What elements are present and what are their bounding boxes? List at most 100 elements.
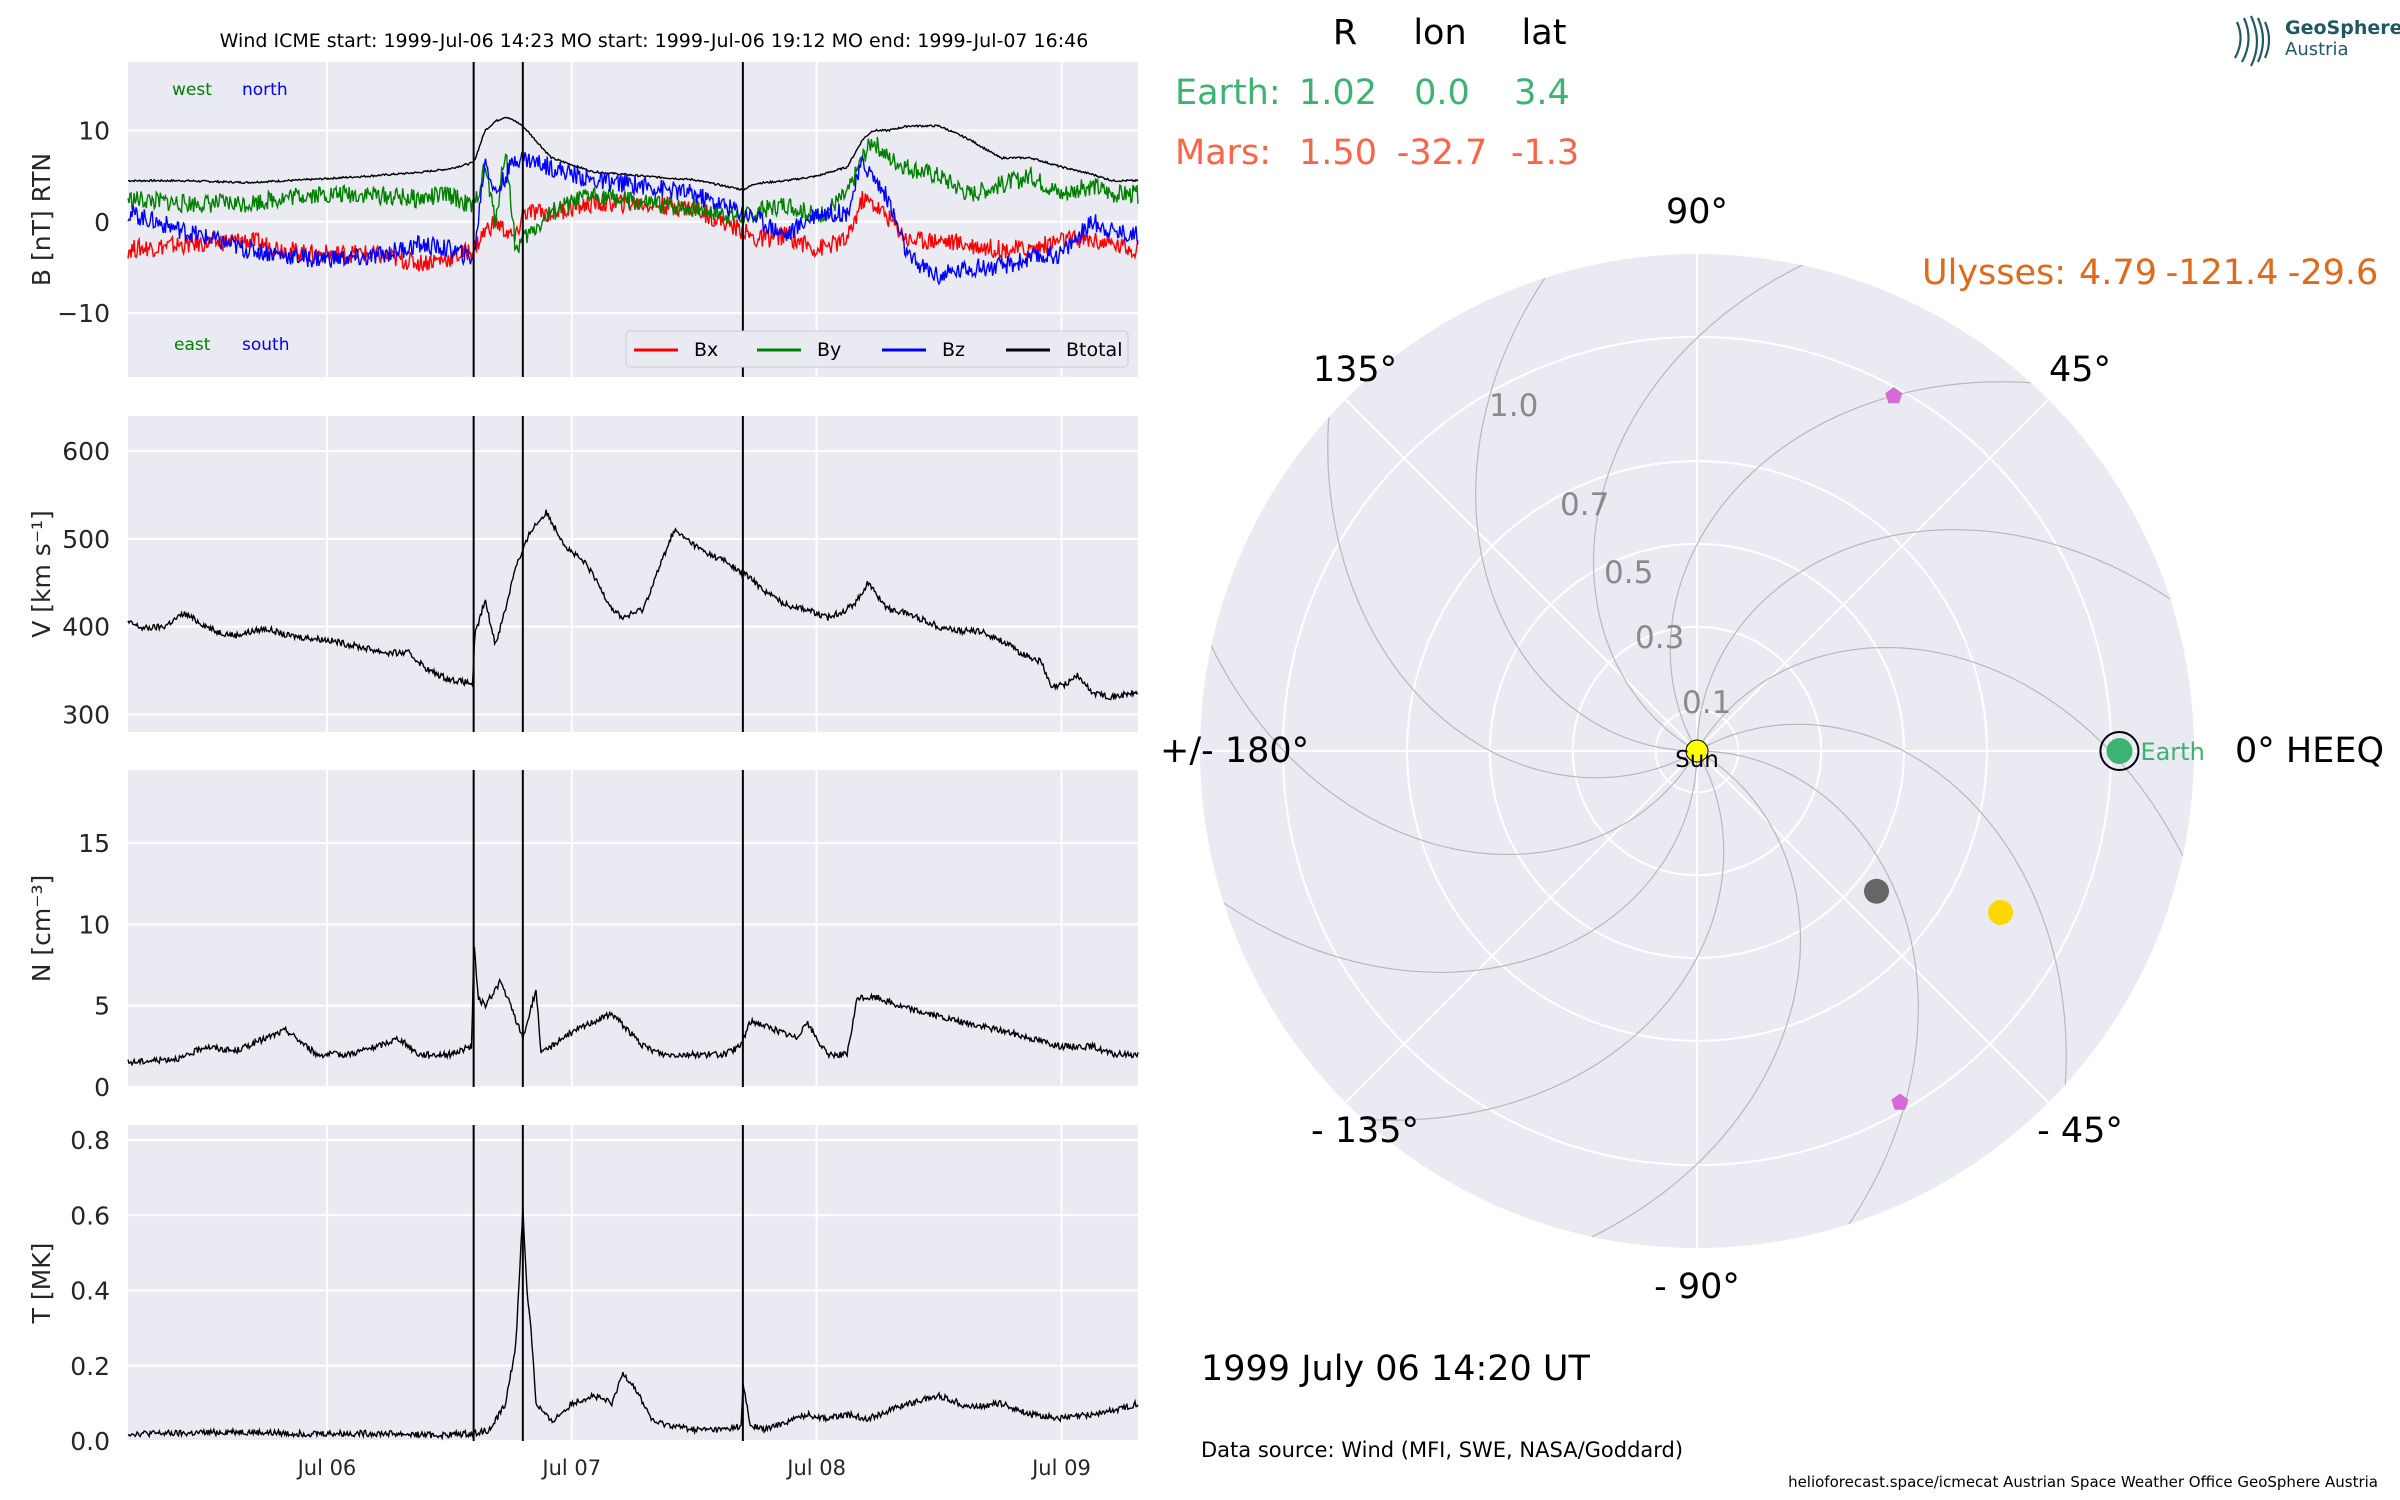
legend-label: Btotal — [1066, 339, 1122, 361]
radial-tick-label: 0.1 — [1682, 685, 1731, 721]
position-table: R lon lat Earth: 1.02 0.0 3.4 Mars: 1.50… — [1175, 13, 2378, 293]
y-tick-label: 400 — [62, 613, 110, 642]
earth-lon: 0.0 — [1414, 73, 1470, 113]
footer-credits: helioforecast.space/icmecat Austrian Spa… — [1788, 1473, 2378, 1491]
panel-background — [128, 62, 1138, 377]
series-Btotal — [127, 116, 1139, 192]
y-tick-label: 0 — [94, 208, 110, 237]
earth-marker — [2106, 738, 2133, 764]
spacecraft-marker — [1891, 1093, 1909, 1110]
y-axis-label: B [nT] RTN — [27, 153, 56, 286]
angle-label: 135° — [1313, 350, 1397, 390]
angle-label: 45° — [2049, 350, 2111, 390]
header-lon: lon — [1413, 13, 1466, 53]
angular-gridline — [1344, 750, 1698, 1104]
planet-gray-marker — [1864, 878, 1890, 904]
data-source: Data source: Wind (MFI, SWE, NASA/Goddar… — [1201, 1438, 1683, 1462]
legend-box — [625, 330, 1129, 368]
label-west: west — [172, 80, 212, 100]
y-tick-label: 15 — [78, 829, 110, 858]
panel-background — [128, 416, 1138, 732]
planet-yellow-marker — [1988, 899, 2014, 925]
legend-label: By — [817, 339, 841, 361]
x-tick-label: Jul 08 — [785, 1456, 846, 1480]
y-tick-label: 0.8 — [70, 1126, 110, 1155]
series-V — [127, 509, 1139, 701]
spiral-line — [1592, 254, 1900, 752]
radial-tick-label: 0.3 — [1635, 620, 1684, 656]
angle-label: - 45° — [2037, 1111, 2123, 1151]
header-r: R — [1333, 13, 1357, 53]
y-tick-label: 300 — [62, 700, 110, 729]
y-tick-label: 600 — [62, 437, 110, 466]
y-tick-label: 10 — [78, 910, 110, 939]
label-south: south — [242, 335, 289, 355]
parker-spirals — [1200, 254, 2194, 1248]
panel-T: 0.0 0.2 0.4 0.6 0.8 T [MK] Jul 06 Jul 07 Jul 08 J… — [27, 1125, 1139, 1480]
angular-gridline — [1696, 750, 2050, 1104]
series-Bz — [127, 151, 1139, 286]
x-tick-label: Jul 06 — [296, 1456, 357, 1480]
radial-tick-label: 0.5 — [1604, 555, 1653, 591]
spiral-line — [1200, 548, 1698, 856]
radial-tick-label: 0.7 — [1560, 487, 1609, 523]
mars-lon: -32.7 — [1397, 133, 1488, 173]
spiral-line — [1475, 254, 1698, 752]
mars-label: Mars: — [1175, 133, 1271, 173]
angle-label: +/- 180° — [1160, 731, 1309, 771]
y-axis-label: T [MK] — [27, 1243, 56, 1325]
radial-tick-label: 1.0 — [1489, 388, 1538, 424]
panel-V: 300 400 500 600 V [km s⁻¹] — [27, 416, 1139, 732]
legend: Bx By Bz Btotal — [625, 330, 1129, 368]
ulysses-label: Ulysses: — [1922, 253, 2066, 293]
legend-label: Bz — [942, 339, 965, 361]
geosphere-logo: GeoSphere Austria — [2234, 15, 2400, 67]
earth-r: 1.02 — [1299, 73, 1377, 113]
ulysses-r: 4.79 — [2079, 253, 2157, 293]
y-tick-label: 5 — [94, 992, 110, 1021]
spiral-line — [1669, 381, 2133, 752]
series-Bx — [127, 190, 1139, 272]
spiral-line — [1696, 723, 2067, 1187]
spiral-line — [1696, 750, 1919, 1248]
logo-line1: GeoSphere — [2285, 17, 2400, 39]
angle-label: - 135° — [1311, 1111, 1419, 1151]
earth-lat: 3.4 — [1514, 73, 1570, 113]
date-label: 1999 July 06 14:20 UT — [1201, 1349, 1591, 1389]
header-lat: lat — [1522, 13, 1567, 53]
label-north: north — [242, 80, 288, 100]
panel-B: −10 0 10 B [nT] RTN west north east south Bx By Bz… — [27, 62, 1139, 377]
angular-gridline — [1696, 398, 2050, 752]
ulysses-lat: -29.6 — [2288, 253, 2379, 293]
x-tick-label: Jul 09 — [1030, 1456, 1091, 1480]
mars-r: 1.50 — [1299, 133, 1377, 173]
y-tick-label: 10 — [78, 116, 110, 145]
panel-background — [128, 770, 1138, 1087]
label-east: east — [174, 335, 211, 355]
y-tick-label: 0 — [94, 1073, 110, 1102]
y-tick-label: 0.2 — [70, 1352, 110, 1381]
polar-plot: 0.1 0.3 0.5 0.7 1.0 0° HEEQ 45° 90° 135° +/- 180°… — [1160, 192, 2384, 1307]
panel-background — [128, 1125, 1138, 1441]
spiral-line — [1200, 750, 1698, 973]
legend-label: Bx — [694, 339, 718, 361]
series-N — [127, 946, 1139, 1067]
series-By — [127, 136, 1139, 254]
x-tick-label: Jul 07 — [540, 1456, 601, 1480]
angle-label: 0° HEEQ — [2235, 731, 2384, 771]
y-axis-label: N [cm⁻³] — [27, 875, 56, 982]
y-tick-label: 500 — [62, 525, 110, 554]
ulysses-lon: -121.4 — [2166, 253, 2279, 293]
angle-label: 90° — [1666, 192, 1728, 232]
logo-line2: Austria — [2285, 39, 2349, 60]
y-tick-label: 0.4 — [70, 1277, 110, 1306]
y-tick-label: 0.6 — [70, 1201, 110, 1230]
spiral-line — [1696, 529, 2194, 752]
panel-N: 0 5 10 15 N [cm⁻³] — [27, 770, 1139, 1102]
angle-label: - 90° — [1654, 1267, 1740, 1307]
spiral-line — [1261, 750, 1725, 1121]
sun-marker — [1685, 739, 1709, 763]
spiral-line — [1327, 315, 1698, 779]
spacecraft-marker — [1885, 387, 1903, 404]
